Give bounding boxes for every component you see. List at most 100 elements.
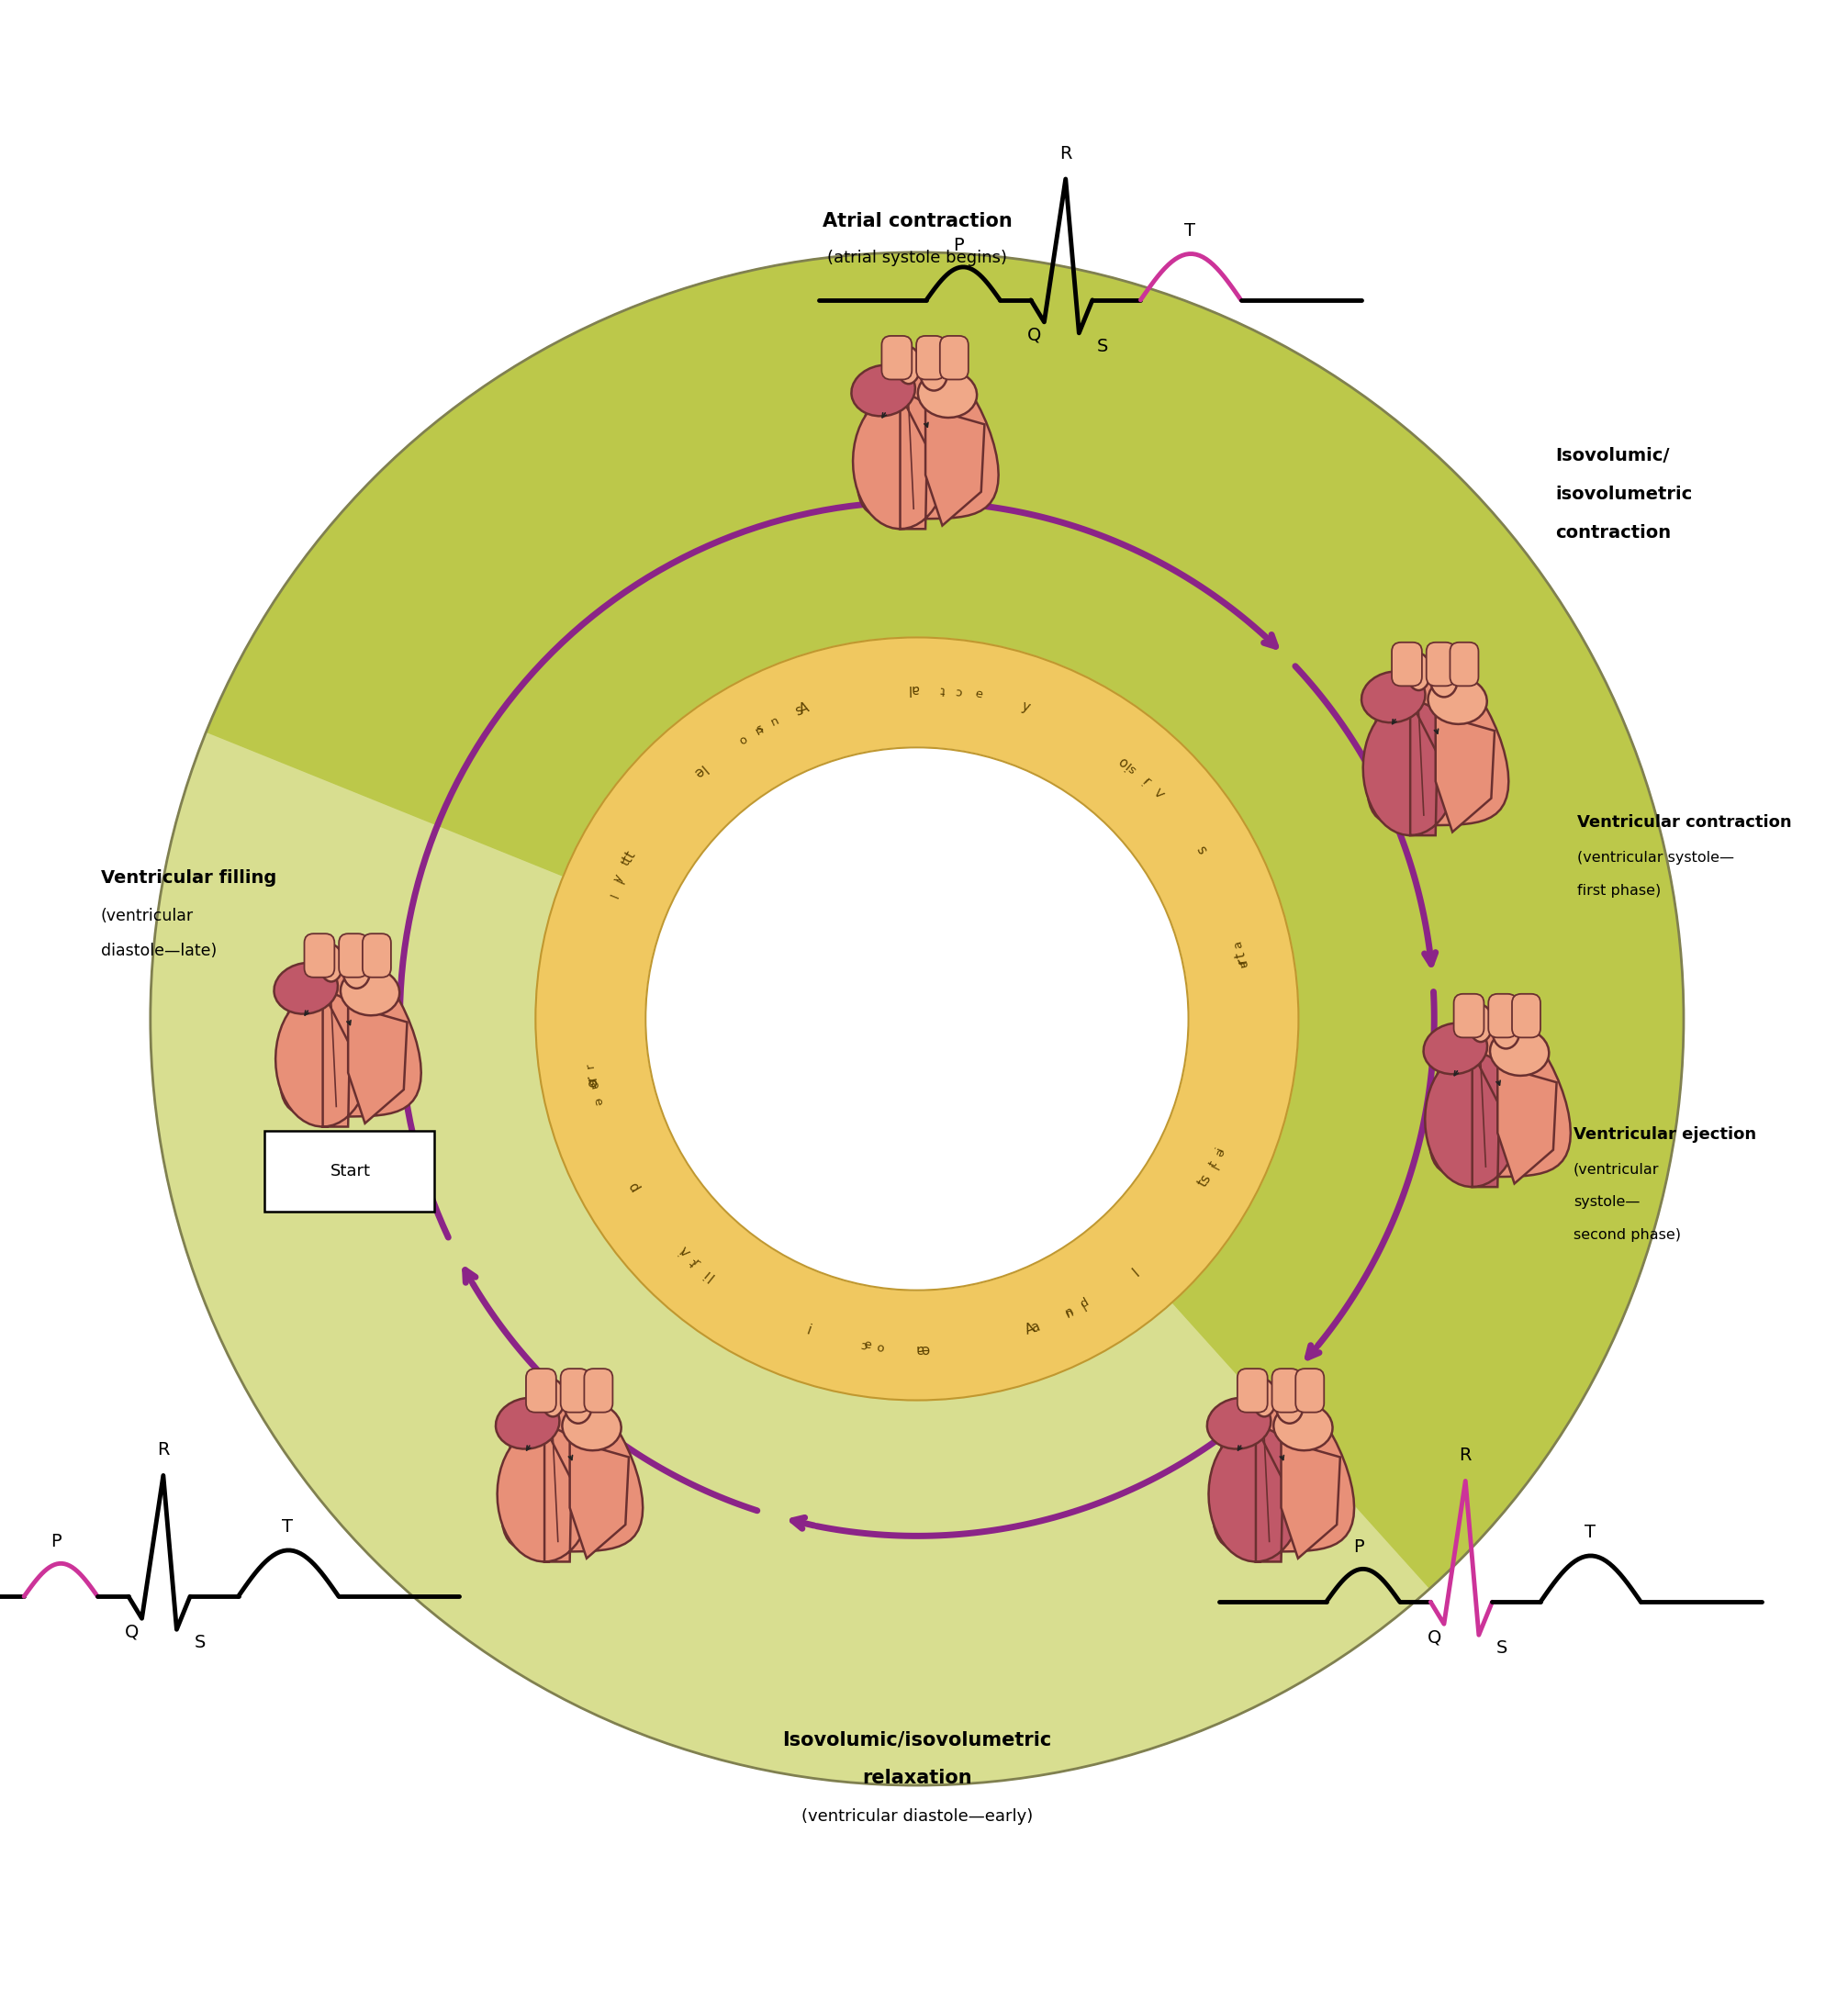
Text: isovolumetric: isovolumetric <box>1556 485 1693 503</box>
Text: P: P <box>1353 1539 1364 1555</box>
FancyBboxPatch shape <box>527 1368 556 1412</box>
Ellipse shape <box>1493 1014 1519 1048</box>
Ellipse shape <box>1430 664 1458 696</box>
Polygon shape <box>1212 1382 1355 1551</box>
Text: c: c <box>859 1338 869 1350</box>
Text: (ventricular: (ventricular <box>102 907 194 924</box>
Text: s: s <box>793 702 804 718</box>
Text: l: l <box>604 891 617 899</box>
Polygon shape <box>347 1006 407 1123</box>
Text: t: t <box>939 684 944 696</box>
Text: contraction: contraction <box>1556 525 1671 541</box>
FancyBboxPatch shape <box>1295 1368 1323 1412</box>
Text: a: a <box>915 1342 924 1356</box>
Text: i: i <box>804 1324 813 1338</box>
Text: (atrial systole begins): (atrial systole begins) <box>828 249 1007 266</box>
Ellipse shape <box>918 370 978 418</box>
Text: n: n <box>1064 1304 1076 1318</box>
Text: R: R <box>157 1441 170 1459</box>
Text: Isovolumic/isovolumetric: Isovolumic/isovolumetric <box>782 1730 1052 1748</box>
Text: A: A <box>798 700 811 716</box>
Polygon shape <box>501 1382 643 1551</box>
Polygon shape <box>1497 1066 1556 1183</box>
Polygon shape <box>1429 1008 1571 1177</box>
Text: d: d <box>1077 1296 1090 1310</box>
FancyBboxPatch shape <box>1451 642 1478 686</box>
Polygon shape <box>1209 1427 1301 1561</box>
FancyBboxPatch shape <box>1271 1368 1301 1412</box>
Polygon shape <box>1281 1441 1340 1559</box>
FancyBboxPatch shape <box>1392 642 1421 686</box>
Polygon shape <box>857 350 998 519</box>
Text: systole—: systole— <box>1574 1195 1639 1209</box>
Text: Isovolumic/: Isovolumic/ <box>1556 447 1669 465</box>
Text: l: l <box>1077 1300 1087 1312</box>
Ellipse shape <box>1423 1022 1488 1074</box>
Ellipse shape <box>344 954 370 988</box>
Text: d: d <box>625 1181 641 1195</box>
Polygon shape <box>926 408 985 525</box>
FancyBboxPatch shape <box>1454 994 1484 1038</box>
Text: a: a <box>1236 960 1249 968</box>
Ellipse shape <box>1362 672 1425 722</box>
Text: S: S <box>194 1634 205 1652</box>
Ellipse shape <box>896 346 920 384</box>
Text: Ventricular filling: Ventricular filling <box>102 869 277 887</box>
Text: i: i <box>700 1266 711 1280</box>
Circle shape <box>150 252 1684 1785</box>
Text: diastole—late): diastole—late) <box>102 944 216 960</box>
Polygon shape <box>569 1441 628 1559</box>
Text: n: n <box>769 714 780 728</box>
Text: a: a <box>588 1080 601 1091</box>
Text: e: e <box>691 765 706 779</box>
FancyBboxPatch shape <box>941 336 968 380</box>
Text: Ventricular contraction: Ventricular contraction <box>1578 815 1793 831</box>
Text: r: r <box>1236 958 1247 964</box>
Text: c: c <box>955 684 963 698</box>
Text: o: o <box>736 732 748 746</box>
Polygon shape <box>854 394 944 529</box>
Text: A: A <box>1024 1322 1037 1338</box>
Text: e: e <box>974 688 983 700</box>
Text: Q: Q <box>1027 326 1042 344</box>
Text: second phase): second phase) <box>1574 1229 1682 1241</box>
Polygon shape <box>1425 1052 1517 1187</box>
Text: V: V <box>1151 787 1166 801</box>
Text: s: s <box>754 722 765 734</box>
Text: R: R <box>1059 145 1072 163</box>
Text: Q: Q <box>1427 1628 1441 1646</box>
Text: Start: Start <box>331 1163 370 1179</box>
Text: s: s <box>586 1078 599 1086</box>
Polygon shape <box>497 1427 590 1561</box>
Text: T: T <box>1584 1523 1595 1541</box>
Text: t: t <box>619 859 632 867</box>
Text: i: i <box>1138 775 1149 785</box>
Text: y: y <box>612 871 625 883</box>
Text: r: r <box>689 1258 702 1270</box>
FancyBboxPatch shape <box>1512 994 1541 1038</box>
Polygon shape <box>1364 700 1454 835</box>
Text: e: e <box>920 1342 930 1356</box>
Text: l: l <box>1125 1264 1138 1276</box>
Text: e: e <box>1212 1147 1225 1159</box>
Text: a: a <box>1029 1320 1042 1336</box>
Text: l: l <box>697 761 708 775</box>
Text: u: u <box>1061 1306 1074 1320</box>
Wedge shape <box>207 252 1684 1587</box>
Ellipse shape <box>852 364 915 416</box>
Text: l: l <box>704 1270 717 1284</box>
Ellipse shape <box>340 968 399 1016</box>
Text: Q: Q <box>126 1624 139 1640</box>
Text: (ventricular systole—: (ventricular systole— <box>1578 851 1733 865</box>
Text: Atrial contraction: Atrial contraction <box>822 211 1013 229</box>
Text: S: S <box>1497 1640 1508 1656</box>
Text: r: r <box>584 1062 597 1068</box>
Polygon shape <box>275 992 368 1127</box>
Text: o: o <box>586 1078 601 1088</box>
Text: y: y <box>1020 700 1031 714</box>
Ellipse shape <box>1277 1390 1303 1422</box>
FancyBboxPatch shape <box>362 934 392 978</box>
Text: a: a <box>1233 940 1246 950</box>
Text: l: l <box>612 877 623 885</box>
Text: V: V <box>676 1245 691 1260</box>
